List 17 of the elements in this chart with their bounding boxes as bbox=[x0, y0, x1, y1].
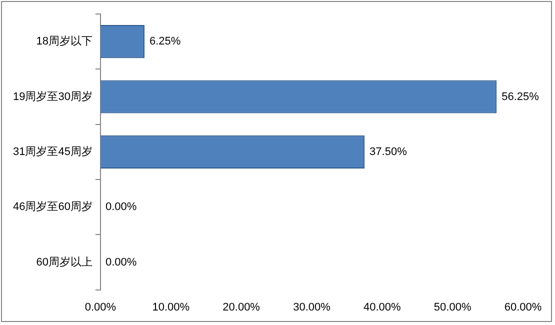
x-tick-label: 0.00% bbox=[84, 301, 116, 314]
x-tick-label: 20.00% bbox=[222, 301, 260, 314]
data-label: 6.25% bbox=[149, 36, 181, 48]
y-tick-label: 60周岁以上 bbox=[36, 255, 92, 268]
x-tick-label: 30.00% bbox=[293, 301, 331, 314]
y-tick-label: 46周岁至60周岁 bbox=[12, 201, 92, 214]
data-label: 0.00% bbox=[105, 256, 137, 268]
x-tick-label: 50.00% bbox=[434, 301, 472, 314]
x-tick-label: 10.00% bbox=[152, 301, 190, 314]
y-tick-label: 19周岁至30周岁 bbox=[12, 90, 92, 103]
x-tick-label: 40.00% bbox=[364, 301, 402, 314]
y-tick-label: 18周岁以下 bbox=[36, 34, 92, 48]
data-label: 56.25% bbox=[502, 90, 540, 103]
x-tick-label: 60.00% bbox=[504, 301, 542, 314]
data-label: 0.00% bbox=[105, 201, 137, 214]
y-tick-label: 31周岁至45周岁 bbox=[12, 146, 92, 158]
data-label: 37.50% bbox=[370, 146, 408, 158]
